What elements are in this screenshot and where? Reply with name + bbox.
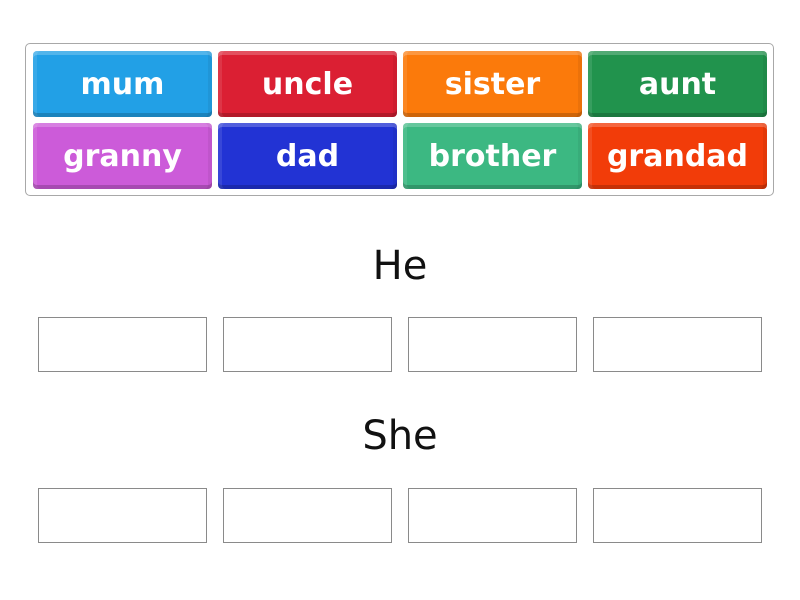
word-bank: [25, 43, 774, 196]
word-tile-brother[interactable]: brother: [403, 123, 582, 189]
group-heading-he: He: [372, 243, 428, 289]
word-tile-grandad[interactable]: grandad: [588, 123, 767, 189]
drop-slot[interactable]: [38, 488, 207, 543]
drop-slot[interactable]: [223, 488, 392, 543]
drop-slot[interactable]: [408, 488, 577, 543]
word-tile-mum[interactable]: mum: [33, 51, 212, 117]
drop-slot[interactable]: [593, 488, 762, 543]
word-tile-uncle[interactable]: uncle: [218, 51, 397, 117]
drop-slot[interactable]: [38, 317, 207, 372]
word-tile-dad[interactable]: dad: [218, 123, 397, 189]
word-tile-aunt[interactable]: aunt: [588, 51, 767, 117]
group-heading-she: She: [362, 413, 438, 459]
word-tile-sister[interactable]: sister: [403, 51, 582, 117]
word-tile-granny[interactable]: granny: [33, 123, 212, 189]
drop-slot[interactable]: [593, 317, 762, 372]
drop-slot[interactable]: [408, 317, 577, 372]
drop-slot[interactable]: [223, 317, 392, 372]
